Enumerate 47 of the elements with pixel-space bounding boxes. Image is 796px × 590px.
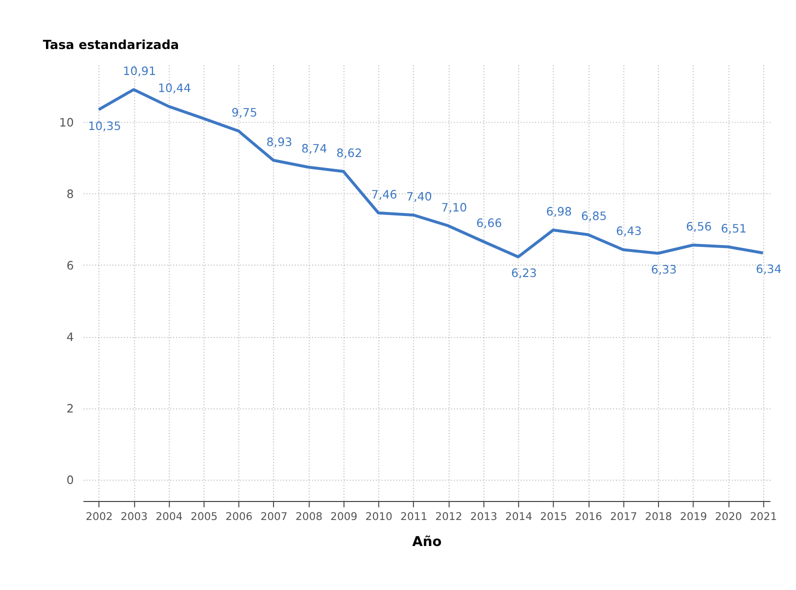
x-tick-label: 2007 — [260, 510, 288, 523]
x-tick-label: 2002 — [86, 510, 113, 523]
x-tick-label: 2019 — [680, 510, 708, 523]
y-tick-label: 2 — [66, 401, 74, 416]
x-tick-label: 2015 — [540, 510, 568, 523]
y-tick-label: 4 — [66, 330, 74, 344]
x-tick-label: 2005 — [190, 510, 218, 523]
x-tick-label: 2008 — [295, 510, 323, 523]
x-tick-label: 2010 — [365, 510, 393, 523]
data-label: 6,66 — [476, 216, 502, 230]
data-label: 7,40 — [406, 190, 432, 204]
x-tick-label: 2020 — [714, 510, 742, 523]
x-tick-label: 2014 — [505, 510, 532, 523]
y-tick-label: 10 — [59, 115, 74, 130]
data-label: 8,74 — [301, 142, 328, 156]
x-axis-title: Año — [412, 534, 442, 550]
x-tick-label: 2013 — [470, 510, 498, 523]
x-tick-label: 2012 — [435, 510, 462, 523]
x-tick-label: 2021 — [750, 510, 777, 523]
y-tick-label: 0 — [66, 472, 74, 487]
y-axis-title: Tasa estandarizada — [42, 36, 180, 52]
data-label: 8,62 — [336, 146, 362, 160]
x-tick-label: 2011 — [400, 510, 428, 523]
data-label: 6,85 — [581, 209, 607, 224]
data-label: 10,35 — [88, 118, 122, 133]
x-tick-label: 2017 — [610, 510, 638, 523]
data-label: 6,33 — [650, 262, 677, 277]
data-label: 6,98 — [546, 204, 572, 219]
x-tick-label: 2018 — [645, 510, 672, 523]
data-label: 7,46 — [371, 187, 398, 202]
x-tick-label: 2003 — [120, 510, 148, 523]
data-label: 7,10 — [441, 200, 467, 214]
data-label: 6,23 — [511, 266, 537, 280]
y-tick-label: 6 — [66, 258, 74, 272]
data-label: 9,75 — [231, 106, 258, 120]
x-tick-label: 2004 — [156, 510, 183, 523]
data-label: 6,51 — [720, 221, 747, 236]
data-label: 6,56 — [686, 220, 712, 234]
y-tick-label: 8 — [66, 186, 74, 201]
x-tick-label: 2006 — [226, 510, 253, 523]
data-label: 6,43 — [616, 224, 642, 238]
data-label: 8,93 — [266, 134, 292, 149]
data-label: 6,34 — [756, 262, 782, 276]
x-tick-label: 2016 — [575, 510, 602, 523]
data-label: 10,91 — [122, 64, 156, 78]
data-label: 10,44 — [158, 80, 191, 95]
x-tick-label: 2009 — [330, 510, 358, 523]
